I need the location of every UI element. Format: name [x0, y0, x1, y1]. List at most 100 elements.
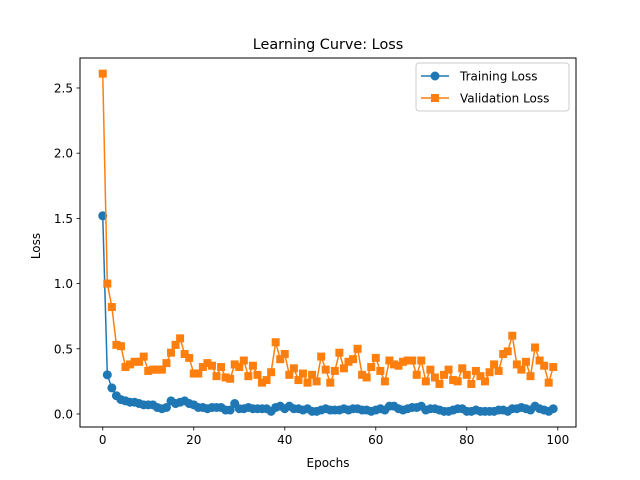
data-point-validation — [239, 356, 248, 365]
data-point-validation — [262, 376, 271, 385]
data-point-validation — [480, 377, 489, 386]
data-point-validation — [135, 357, 144, 366]
data-point-validation — [389, 360, 398, 369]
data-point-validation — [116, 342, 125, 351]
series-line-validation — [102, 73, 554, 386]
data-point-validation — [426, 365, 435, 374]
data-point-validation — [198, 363, 207, 372]
x-tick-label: 0 — [99, 433, 107, 447]
data-point-validation — [317, 352, 326, 361]
legend: Training Loss Validation Loss — [415, 62, 570, 112]
data-point-validation — [221, 373, 230, 382]
data-point-validation — [453, 377, 462, 386]
data-point-validation — [353, 344, 362, 353]
data-point-validation — [226, 374, 235, 383]
data-point-validation — [421, 377, 430, 386]
x-axis-label: Epochs — [307, 456, 350, 470]
legend-item-validation: Validation Loss — [421, 92, 549, 106]
data-point-validation — [371, 353, 380, 362]
data-point-validation — [312, 377, 321, 386]
data-point-validation — [494, 366, 503, 375]
data-point-validation — [298, 369, 307, 378]
data-point-validation — [544, 378, 553, 387]
data-point-validation — [526, 372, 535, 381]
data-point-validation — [230, 360, 239, 369]
data-point-validation — [444, 365, 453, 374]
data-point-validation — [399, 357, 408, 366]
data-point-validation — [248, 361, 257, 370]
plot-area — [98, 69, 558, 416]
y-axis-label: Loss — [29, 233, 43, 259]
x-tick-label: 60 — [368, 433, 383, 447]
data-point-validation — [153, 365, 162, 374]
data-point-validation — [380, 377, 389, 386]
chart-title: Learning Curve: Loss — [253, 37, 404, 53]
data-point-validation — [321, 365, 330, 374]
x-tick-label: 100 — [546, 433, 569, 447]
data-point-validation — [167, 348, 176, 357]
data-point-validation — [276, 355, 285, 364]
data-point-validation — [244, 372, 253, 381]
data-point-validation — [289, 364, 298, 373]
axis-ticks: 0 20 40 60 80 100 0.0 0.5 1.0 1.5 2.0 2.5 — [54, 81, 569, 447]
data-point-validation — [294, 376, 303, 385]
data-point-validation — [326, 378, 335, 387]
data-point-validation — [535, 356, 544, 365]
data-point-validation — [367, 363, 376, 372]
y-tick-label: 1.0 — [54, 277, 73, 291]
data-point-validation — [476, 372, 485, 381]
data-point-validation — [144, 366, 153, 375]
legend-box — [415, 62, 570, 112]
data-point-validation — [362, 373, 371, 382]
data-point-validation — [162, 359, 171, 368]
legend-training-label: Training Loss — [459, 70, 537, 84]
data-point-validation — [430, 373, 439, 382]
data-point-validation — [103, 279, 112, 288]
y-tick-label: 1.5 — [54, 212, 73, 226]
data-point-validation — [112, 340, 121, 349]
data-point-validation — [139, 352, 148, 361]
data-point-validation — [180, 349, 189, 358]
data-point-validation — [271, 338, 280, 347]
data-point-validation — [449, 376, 458, 385]
data-point-validation — [408, 356, 417, 365]
data-point-validation — [121, 363, 130, 372]
data-point-validation — [508, 331, 517, 340]
data-point-validation — [531, 343, 540, 352]
data-point-validation — [417, 356, 426, 365]
y-tick-label: 0.5 — [54, 342, 73, 356]
legend-item-training: Training Loss — [421, 70, 537, 84]
data-point-validation — [549, 363, 558, 372]
data-point-validation — [171, 340, 180, 349]
y-tick-label: 2.5 — [54, 81, 73, 95]
data-point-validation — [462, 370, 471, 379]
data-point-training — [102, 370, 112, 380]
data-point-validation — [358, 370, 367, 379]
data-point-validation — [176, 334, 185, 343]
data-point-validation — [335, 348, 344, 357]
legend-training-marker — [430, 71, 440, 81]
data-point-validation — [512, 360, 521, 369]
legend-validation-marker — [431, 94, 439, 102]
data-point-validation — [217, 363, 226, 372]
data-point-training — [107, 383, 117, 393]
y-tick-label: 0.0 — [54, 407, 73, 421]
data-point-validation — [285, 370, 294, 379]
data-point-validation — [267, 368, 276, 377]
data-point-validation — [203, 359, 212, 368]
data-point-validation — [280, 349, 289, 358]
data-point-validation — [107, 303, 116, 312]
data-point-validation — [435, 379, 444, 388]
data-point-validation — [376, 366, 385, 375]
data-point-validation — [98, 69, 107, 78]
data-point-validation — [394, 361, 403, 370]
data-point-validation — [194, 369, 203, 378]
data-point-validation — [253, 370, 262, 379]
data-point-validation — [458, 364, 467, 373]
x-tick-label: 80 — [459, 433, 474, 447]
data-point-training — [161, 402, 171, 412]
data-point-validation — [308, 370, 317, 379]
data-point-validation — [490, 360, 499, 369]
